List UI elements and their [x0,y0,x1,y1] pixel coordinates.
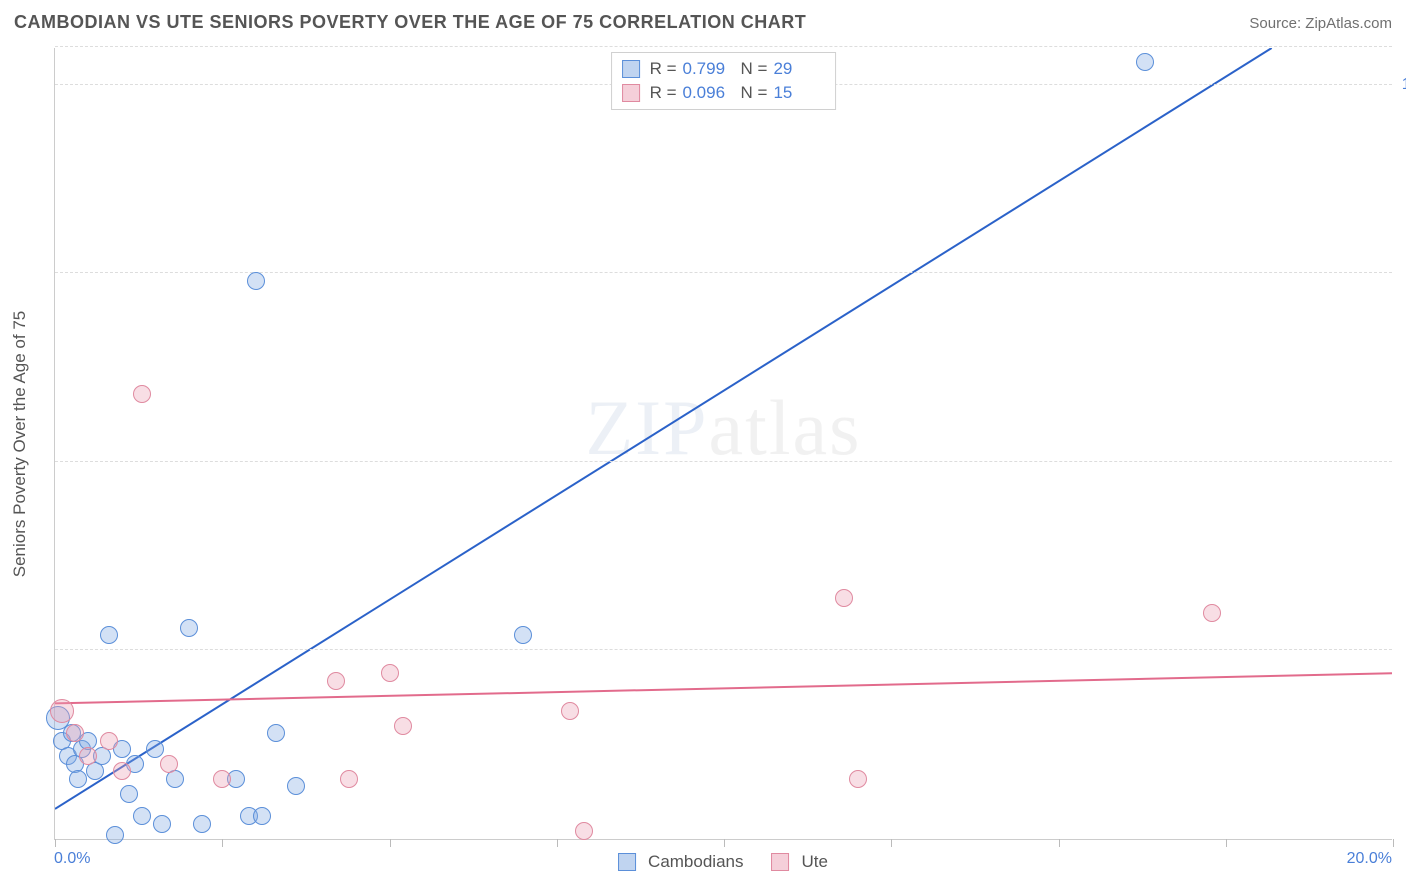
source-prefix: Source: [1249,15,1305,32]
data-point-b [835,589,853,607]
legend-label-cambodians: Cambodians [648,852,743,872]
series-legend: Cambodians Ute [618,852,828,872]
x-axis-max-label: 20.0% [1347,850,1392,868]
data-point-b [113,762,131,780]
data-point-a [69,770,87,788]
source-name: ZipAtlas.com [1305,15,1392,32]
x-tick [891,839,892,847]
data-point-b [133,385,151,403]
trend-lines [55,48,1392,839]
data-point-a [1136,53,1154,71]
gridline [55,461,1392,462]
data-point-a [193,815,211,833]
x-tick [55,839,56,847]
data-point-b [575,822,593,840]
data-point-b [394,717,412,735]
gridline [55,46,1392,47]
data-point-a [120,785,138,803]
data-point-b [66,724,84,742]
swatch-ute-icon [622,84,640,102]
data-point-b [381,664,399,682]
gridline [55,649,1392,650]
trend-line-a [55,48,1272,809]
x-axis-min-label: 0.0% [54,850,90,868]
data-point-b [340,770,358,788]
data-point-a [267,724,285,742]
trend-line-b [55,673,1392,703]
data-point-b [561,702,579,720]
data-point-b [1203,604,1221,622]
x-tick [222,839,223,847]
source-attribution: Source: ZipAtlas.com [1249,15,1392,32]
stat-row-cambodians: R = 0.799 N = 29 [622,57,826,81]
data-point-a [153,815,171,833]
legend-label-ute: Ute [801,852,827,872]
data-point-b [100,732,118,750]
x-tick [1226,839,1227,847]
correlation-chart: Seniors Poverty Over the Age of 75 ZIPat… [54,48,1392,840]
r-value-ute: 0.096 [683,83,735,103]
swatch-cambodians-icon [622,60,640,78]
data-point-a [180,619,198,637]
data-point-a [253,807,271,825]
stat-legend: R = 0.799 N = 29 R = 0.096 N = 15 [611,52,837,110]
n-label: N = [741,83,768,103]
n-value-ute: 15 [773,83,825,103]
stat-row-ute: R = 0.096 N = 15 [622,81,826,105]
header: CAMBODIAN VS UTE SENIORS POVERTY OVER TH… [14,12,1392,33]
data-point-b [327,672,345,690]
watermark-thin: atlas [709,384,862,471]
y-axis-title: Seniors Poverty Over the Age of 75 [10,311,30,577]
watermark-bold: ZIP [586,384,709,471]
data-point-b [160,755,178,773]
data-point-a [106,826,124,844]
x-tick [724,839,725,847]
data-point-a [100,626,118,644]
data-point-b [79,747,97,765]
x-tick [390,839,391,847]
legend-swatch-ute-icon [771,853,789,871]
data-point-b [50,699,74,723]
data-point-a [287,777,305,795]
data-point-b [849,770,867,788]
chart-title: CAMBODIAN VS UTE SENIORS POVERTY OVER TH… [14,12,806,33]
legend-item-cambodians: Cambodians [618,852,743,872]
plot-area: ZIPatlas R = 0.799 N = 29 R = 0.096 N = … [54,48,1392,840]
r-value-cambodians: 0.799 [683,59,735,79]
data-point-a [133,807,151,825]
x-tick [1059,839,1060,847]
legend-item-ute: Ute [771,852,827,872]
data-point-a [514,626,532,644]
y-tick-label: 100.0% [1402,76,1406,94]
data-point-a [247,272,265,290]
legend-swatch-cambodians-icon [618,853,636,871]
n-label: N = [741,59,768,79]
r-label: R = [650,59,677,79]
r-label: R = [650,83,677,103]
data-point-a [146,740,164,758]
n-value-cambodians: 29 [773,59,825,79]
data-point-b [213,770,231,788]
x-tick [557,839,558,847]
watermark: ZIPatlas [586,383,862,473]
x-tick [1393,839,1394,847]
